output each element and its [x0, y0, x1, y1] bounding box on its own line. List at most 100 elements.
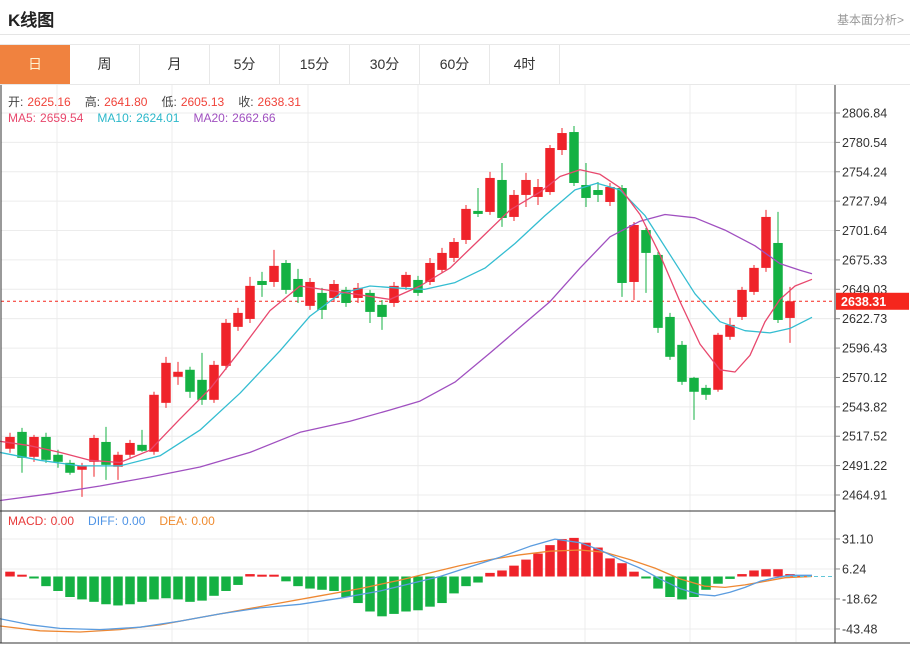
macd-bar [365, 576, 375, 612]
tab-日[interactable]: 日 [0, 45, 70, 84]
axis-tick-label: 2806.84 [842, 107, 887, 121]
candle-body [725, 324, 735, 337]
candle-body [41, 436, 51, 460]
axis-tick-label: 31.10 [842, 532, 873, 546]
macd-bar [17, 574, 27, 577]
candle-body [221, 322, 231, 366]
macd-bar [377, 576, 387, 617]
macd-bar [605, 558, 615, 577]
current-price-tag-label: 2638.31 [841, 295, 886, 309]
candle-body [317, 292, 327, 310]
macd-bar [593, 547, 603, 577]
tab-月[interactable]: 月 [140, 45, 210, 84]
macd-legend: MACD: 0.00 DIFF: 0.00 DEA: 0.00 [8, 514, 229, 528]
macd-bar [89, 576, 99, 602]
axis-tick-label: -43.48 [842, 622, 877, 636]
candle-body [149, 394, 159, 452]
tab-4时[interactable]: 4时 [490, 45, 560, 84]
ohlc-legend: 开: 2625.16 高: 2641.80 低: 2605.13 收: 2638.31 [8, 93, 315, 110]
ma-legend: MA5: 2659.54 MA10: 2624.01 MA20: 2662.66 [8, 111, 290, 125]
macd-bar [317, 576, 327, 590]
candle-body [125, 442, 135, 455]
macd-bar [749, 570, 759, 577]
legend-item: MA10: 2624.01 [97, 111, 180, 125]
candle-body [365, 292, 375, 312]
macd-bar [677, 576, 687, 600]
legend-item: DIFF: 0.00 [88, 514, 146, 528]
macd-bar [545, 545, 555, 577]
macd-bar [257, 574, 267, 577]
macd-bar [353, 576, 363, 604]
candle-body [773, 242, 783, 320]
tab-5分[interactable]: 5分 [210, 45, 280, 84]
tab-60分[interactable]: 60分 [420, 45, 490, 84]
candle-body [89, 437, 99, 462]
macd-bar [761, 569, 771, 577]
ma5-line [0, 169, 813, 464]
candle-body [197, 379, 207, 400]
candle-body [677, 344, 687, 382]
macd-bar [569, 537, 579, 577]
candle-body [377, 304, 387, 317]
macd-bar [485, 572, 495, 577]
candle-body [281, 262, 291, 290]
legend-item: MA20: 2662.66 [193, 111, 276, 125]
axis-tick-label: -18.62 [842, 592, 877, 606]
candle-body [533, 187, 543, 197]
axis-tick-label: 2543.82 [842, 400, 887, 414]
macd-bar [5, 571, 15, 577]
macd-bar [581, 542, 591, 577]
macd-bar [425, 576, 435, 607]
candle-body [65, 462, 75, 473]
candle-body [461, 208, 471, 240]
candle-body [701, 387, 711, 395]
candle-body [173, 371, 183, 377]
macd-bar [245, 574, 255, 577]
candle-body [605, 187, 615, 202]
macd-bar [773, 569, 783, 577]
macd-bar [77, 576, 87, 600]
macd-bar [497, 570, 507, 577]
axis-tick-label: 2570.12 [842, 371, 887, 385]
current-price-tag [836, 292, 909, 310]
axis-tick-label: 2780.54 [842, 136, 887, 150]
macd-bar [113, 576, 123, 606]
macd-bar [281, 576, 291, 582]
axis-tick-label: 2675.33 [842, 253, 887, 267]
candle-body [593, 190, 603, 195]
macd-bar [221, 576, 231, 591]
macd-bar [185, 576, 195, 602]
macd-bar [725, 576, 735, 579]
candle-body [665, 316, 675, 357]
candle-body [209, 364, 219, 400]
candle-body [713, 334, 723, 390]
candle-body [629, 224, 639, 282]
macd-bar [689, 576, 699, 598]
timeframe-tab-bar: 日周月 5分 15分 30分 60分 4时 [0, 44, 910, 85]
candle-body [77, 465, 87, 470]
ma20-line [0, 213, 813, 502]
macd-bar [197, 576, 207, 601]
candle-body [521, 179, 531, 195]
axis-tick-label: 2727.94 [842, 195, 887, 209]
legend-item: 高: 2641.80 [84, 95, 148, 109]
macd-bar [437, 576, 447, 604]
macd-bar [389, 576, 399, 614]
macd-bar [629, 571, 639, 577]
candle-body [137, 444, 147, 451]
candle-body [449, 241, 459, 258]
macd-bar [653, 576, 663, 589]
macd-bar [617, 563, 627, 577]
tab-30分[interactable]: 30分 [350, 45, 420, 84]
tab-15分[interactable]: 15分 [280, 45, 350, 84]
ma10-line [0, 182, 813, 467]
page-title: K线图 [8, 11, 55, 30]
candle-body [233, 312, 243, 327]
fundamental-analysis-link[interactable]: 基本面分析> [836, 13, 904, 27]
axis-tick-label: 2517.52 [842, 430, 887, 444]
candle-body [737, 289, 747, 317]
tab-周[interactable]: 周 [70, 45, 140, 84]
macd-bar [641, 576, 651, 579]
macd-bar [137, 576, 147, 602]
macd-bar [413, 576, 423, 611]
